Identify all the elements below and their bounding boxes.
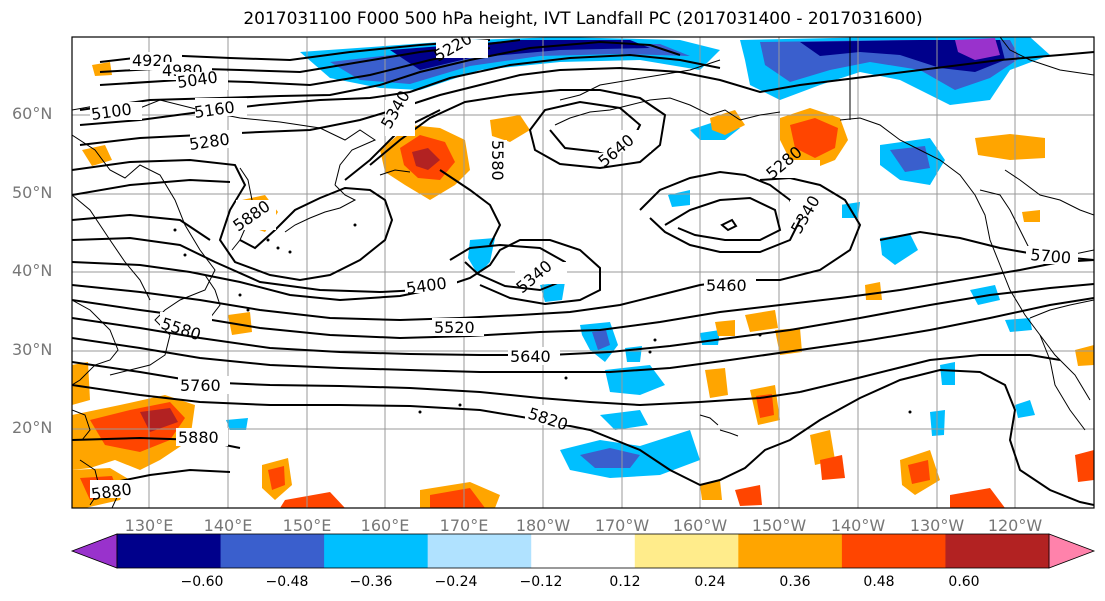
colorbar-swatch <box>945 534 1050 568</box>
contour-label-5760: 5760 <box>180 376 221 395</box>
lat-label-40n: 40°N <box>12 261 53 280</box>
colorbar-swatch <box>841 534 946 568</box>
lon-label-120w: 120°W <box>987 516 1043 535</box>
lon-label-140e: 140°E <box>203 516 253 535</box>
colorbar-tick-2: −0.48 <box>265 574 309 590</box>
colorbar-tick-7: 0.24 <box>694 574 726 590</box>
colorbar-tick-3: −0.36 <box>349 574 393 590</box>
contour-labels: 4920 4980 5040 5100 5160 5220 5280 5280 … <box>90 37 1078 504</box>
colorbar-swatch <box>738 534 843 568</box>
colorbar-swatch <box>324 534 429 568</box>
lon-label-150w: 150°W <box>751 516 807 535</box>
map-title: 2017031100 F000 500 hPa height, IVT Land… <box>243 9 923 29</box>
lon-label-140w: 140°W <box>830 516 886 535</box>
lon-label-130w: 130°W <box>909 516 965 535</box>
colorbar-tick-10: 0.60 <box>948 574 980 590</box>
lon-label-170w: 170°W <box>594 516 650 535</box>
contour-label-5580-north: 5580 <box>488 140 507 181</box>
plot-frame <box>71 36 1095 509</box>
colorbar-right-extension <box>1048 533 1096 569</box>
lon-label-130e: 130°E <box>124 516 174 535</box>
colorbar-segments <box>117 534 1050 568</box>
contour-label-5640: 5640 <box>510 347 551 366</box>
lon-label-150e: 150°E <box>282 516 332 535</box>
lat-label-50n: 50°N <box>12 183 53 202</box>
colorbar-tick-8: 0.36 <box>779 574 811 590</box>
colorbar-swatch <box>220 534 325 568</box>
lon-label-170e: 170°E <box>439 516 489 535</box>
lat-label-30n: 30°N <box>12 340 53 359</box>
contour-label-5460: 5460 <box>706 276 747 295</box>
colorbar-swatch <box>117 534 222 568</box>
colorbar <box>70 533 1096 569</box>
colorbar-swatch <box>531 534 636 568</box>
island-markers <box>173 223 912 414</box>
colorbar-tick-9: 0.48 <box>863 574 895 590</box>
colorbar-swatch <box>427 534 532 568</box>
lon-label-160w: 160°W <box>672 516 728 535</box>
contour-label-5880: 5880 <box>178 428 219 447</box>
colorbar-tick-1: −0.60 <box>180 574 224 590</box>
lon-label-160e: 160°E <box>360 516 410 535</box>
colorbar-tick-6: 0.12 <box>609 574 641 590</box>
contour-label-5520: 5520 <box>434 318 475 337</box>
colorbar-tick-5: −0.12 <box>519 574 563 590</box>
colorbar-left-extension <box>70 533 118 569</box>
contour-label-5700: 5700 <box>1030 245 1072 267</box>
negative-anomaly-shading <box>226 37 1050 478</box>
lat-label-20n: 20°N <box>12 418 53 437</box>
lon-label-180w: 180°W <box>515 516 571 535</box>
colorbar-tick-4: −0.24 <box>434 574 478 590</box>
colorbar-swatch <box>634 534 739 568</box>
colorbar-frame <box>116 533 1050 569</box>
lat-label-60n: 60°N <box>12 104 53 123</box>
